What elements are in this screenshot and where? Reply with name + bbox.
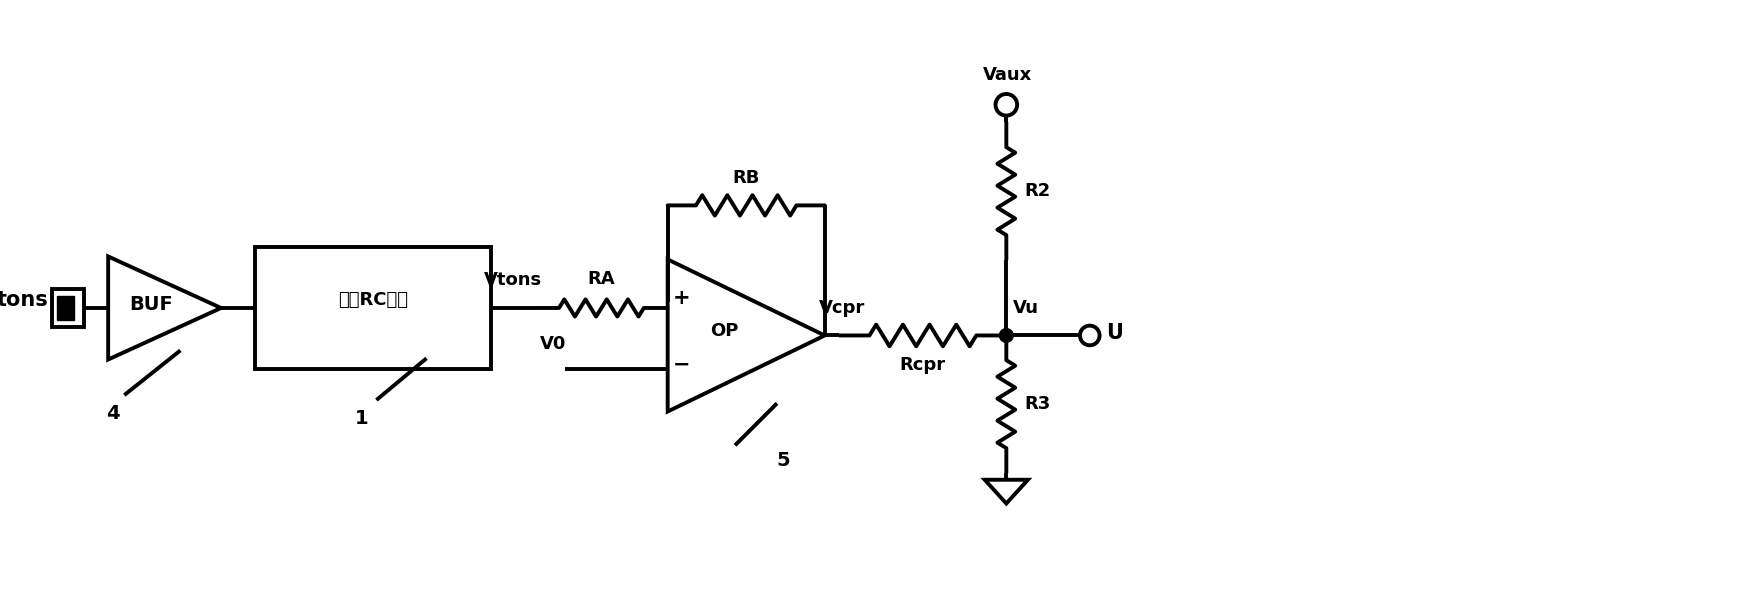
Text: RA: RA bbox=[587, 270, 615, 287]
Text: tons: tons bbox=[0, 290, 49, 310]
Text: 多阶RC滤波: 多阶RC滤波 bbox=[338, 291, 409, 309]
Text: RB: RB bbox=[733, 169, 759, 187]
Text: R2: R2 bbox=[1025, 182, 1050, 200]
Text: BUF: BUF bbox=[129, 294, 173, 313]
Text: +: + bbox=[673, 288, 691, 308]
Text: Vtons: Vtons bbox=[483, 272, 541, 289]
Circle shape bbox=[996, 94, 1017, 116]
Circle shape bbox=[1080, 326, 1099, 345]
Text: 4: 4 bbox=[106, 404, 120, 423]
Bar bbox=[53, 289, 83, 327]
Text: 1: 1 bbox=[354, 409, 368, 428]
Text: Vu: Vu bbox=[1013, 299, 1040, 317]
Text: 5: 5 bbox=[777, 451, 791, 470]
Bar bbox=[255, 246, 492, 369]
Circle shape bbox=[999, 329, 1013, 342]
Text: V0: V0 bbox=[539, 335, 566, 353]
Text: Vaux: Vaux bbox=[983, 66, 1033, 85]
Text: R3: R3 bbox=[1025, 395, 1050, 413]
Text: U: U bbox=[1107, 324, 1122, 343]
Text: OP: OP bbox=[710, 322, 738, 340]
Bar bbox=[56, 296, 74, 320]
Text: Vcpr: Vcpr bbox=[819, 299, 865, 317]
Text: −: − bbox=[673, 355, 691, 375]
Text: Rcpr: Rcpr bbox=[900, 356, 946, 374]
